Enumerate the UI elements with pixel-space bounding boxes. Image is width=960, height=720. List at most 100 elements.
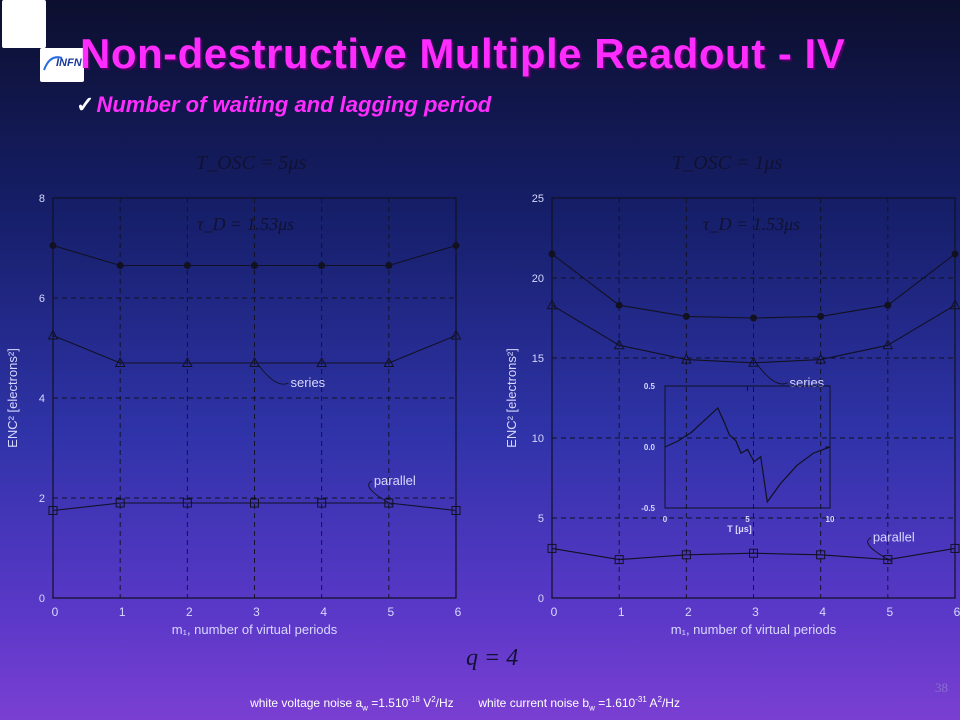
- inset-y-tick-label: 0.0: [644, 443, 656, 452]
- inset-x-tick-label: 10: [826, 515, 835, 524]
- formula-tau-left: τ_D = 1.53μs: [197, 214, 294, 234]
- data-point-triangle: [450, 329, 462, 340]
- x-tick-label: 4: [819, 605, 826, 619]
- data-point-triangle: [815, 353, 826, 364]
- data-point-square: [317, 498, 327, 508]
- y-tick-label: 4: [39, 393, 45, 405]
- voltage-noise-label: white voltage noise a: [250, 696, 363, 710]
- voltage-noise-value: =1.510: [367, 696, 409, 710]
- voltage-noise-unit: V: [419, 696, 432, 710]
- y-tick-label: 25: [532, 193, 544, 205]
- current-noise-label: white current noise b: [478, 696, 590, 710]
- slide-subtitle: ✓Number of waiting and lagging period: [76, 92, 491, 118]
- y-tick-label: 20: [532, 273, 544, 285]
- data-point-square: [48, 506, 58, 515]
- data-point-circle: [452, 242, 460, 249]
- formula-tau-right: τ_D = 1.53μs: [703, 214, 800, 234]
- y-tick-label: 0: [39, 593, 45, 605]
- y-tick-label: 6: [39, 293, 45, 305]
- x-tick-label: 1: [618, 605, 625, 619]
- annotation-leader: [368, 480, 394, 506]
- data-point-circle: [183, 262, 191, 269]
- data-point-triangle: [748, 356, 759, 367]
- infn-logo: INFN: [40, 48, 84, 82]
- annotation-leader: [867, 537, 893, 562]
- series-line: [52, 334, 457, 364]
- x-axis-label: m₁, number of virtual periods: [172, 622, 338, 637]
- subtitle-text: Number of waiting and lagging period: [96, 92, 492, 117]
- formula-tosc-right: T_OSC = 1μs: [672, 152, 782, 174]
- y-axis-label: ENC² [electrons²]: [504, 348, 519, 448]
- series-line: [551, 304, 956, 364]
- x-tick-label: 5: [387, 605, 394, 619]
- current-noise-value: =1.610: [594, 696, 636, 710]
- annotation-parallel: parallel: [873, 530, 915, 545]
- data-point-square: [182, 498, 192, 508]
- data-point-triangle: [882, 339, 894, 350]
- data-point-circle: [750, 314, 757, 322]
- data-point-triangle: [681, 353, 692, 364]
- chart-left: 0 1 2 3 4 5 6 0 2 4 6 8 m₁, number of virtual period…: [5, 193, 462, 637]
- data-point-circle: [116, 262, 124, 269]
- data-point-square: [950, 543, 960, 553]
- data-point-square: [451, 506, 461, 515]
- y-axis-label: ENC² [electrons²]: [5, 348, 20, 448]
- y-tick-label: 15: [532, 353, 544, 365]
- data-point-square: [250, 498, 259, 508]
- y-tick-label: 0: [538, 593, 544, 605]
- data-point-triangle: [114, 356, 126, 367]
- inset-y-tick-label: 0.5: [644, 382, 656, 391]
- voltage-noise-exp: -18: [408, 695, 420, 704]
- svg-text:INFN: INFN: [56, 57, 83, 69]
- current-noise-exp: -31: [635, 695, 647, 704]
- data-point-square: [547, 543, 557, 553]
- x-tick-label: 2: [186, 605, 193, 619]
- data-point-square: [614, 555, 624, 565]
- data-point-circle: [951, 250, 959, 258]
- formula-tosc-left: T_OSC = 5μs: [196, 152, 306, 174]
- inset-x-tick-label: 5: [745, 515, 750, 524]
- data-point-circle: [251, 262, 258, 269]
- inset-x-axis-label: T [μs]: [727, 524, 752, 534]
- formula-q: q = 4: [466, 645, 518, 671]
- x-tick-label: 1: [119, 605, 126, 619]
- x-tick-label: 3: [253, 605, 260, 619]
- current-noise-unit-exp: 2: [657, 695, 662, 704]
- data-point-circle: [49, 242, 57, 249]
- x-tick-label: 6: [954, 605, 960, 619]
- data-point-square: [115, 498, 125, 508]
- annotation-series: series: [291, 375, 326, 390]
- x-tick-label: 2: [685, 605, 692, 619]
- current-noise-tail: /Hz: [661, 696, 680, 710]
- data-point-circle: [318, 262, 326, 269]
- page-number: 38: [935, 680, 948, 695]
- annotation-parallel: parallel: [374, 473, 416, 488]
- x-tick-label: 0: [52, 605, 59, 619]
- data-point-triangle: [949, 299, 960, 310]
- annotation-leader: [258, 364, 289, 385]
- data-point-square: [384, 498, 394, 508]
- x-axis-label: m₁, number of virtual periods: [671, 622, 837, 637]
- x-tick-label: 5: [886, 605, 893, 619]
- data-point-square: [681, 550, 691, 560]
- current-noise-unit: A: [646, 696, 658, 710]
- data-point-triangle: [182, 356, 193, 367]
- y-tick-label: 8: [39, 193, 45, 205]
- university-seal-logo: [2, 0, 46, 48]
- slide-title: Non-destructive Multiple Readout - IV: [80, 30, 846, 77]
- data-point-circle: [385, 262, 393, 269]
- data-point-circle: [682, 312, 690, 320]
- voltage-noise-tail: /Hz: [435, 696, 454, 710]
- y-tick-label: 5: [538, 513, 544, 525]
- data-point-square: [816, 550, 826, 560]
- data-point-square: [749, 548, 758, 558]
- inset-y-tick-label: -0.5: [641, 504, 655, 513]
- data-point-triangle: [316, 356, 327, 367]
- data-point-square: [883, 555, 893, 565]
- data-point-triangle: [613, 339, 625, 350]
- y-tick-label: 10: [532, 433, 544, 445]
- checkmark-icon: ✓: [76, 92, 95, 117]
- data-point-triangle: [249, 356, 260, 367]
- inset-x-tick-label: 0: [663, 515, 668, 524]
- data-point-circle: [548, 250, 556, 258]
